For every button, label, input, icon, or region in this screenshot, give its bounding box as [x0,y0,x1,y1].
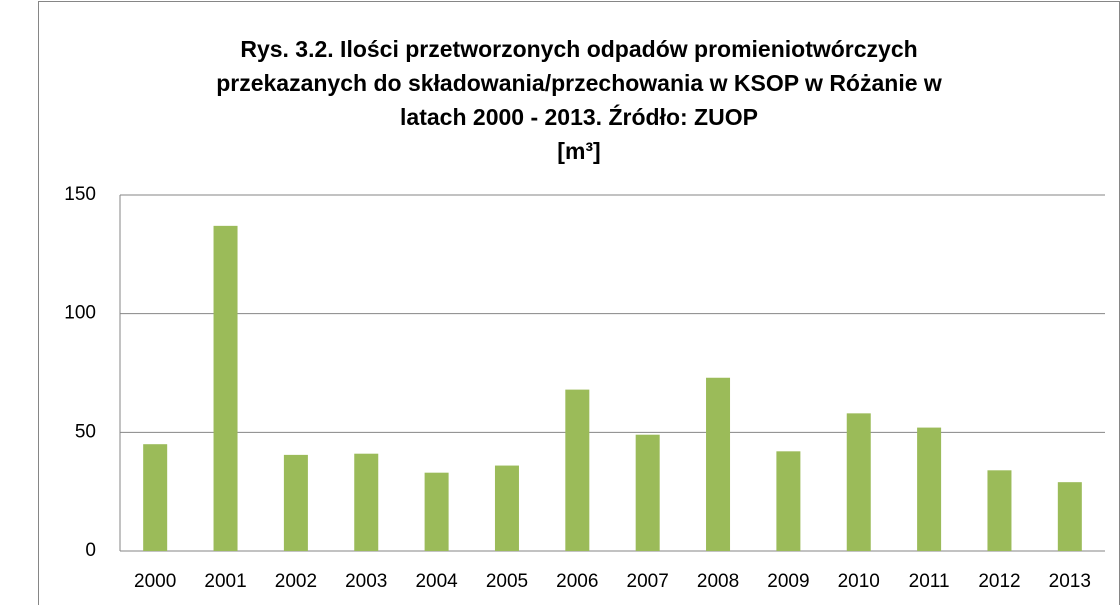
bar [706,377,731,551]
chart-title: Rys. 3.2. Ilości przetworzonych odpadów … [240,36,917,62]
chart-title: latach 2000 - 2013. Źródło: ZUOP [400,103,758,130]
bar [635,434,660,551]
chart-title: [m³] [557,138,600,164]
x-tick-label: 2004 [415,571,458,592]
bar [565,389,590,551]
bar [283,454,308,551]
x-tick-label: 2009 [767,571,809,592]
bar [987,470,1012,551]
y-tick-label: 50 [75,421,96,442]
x-tick-label: 2010 [838,571,880,592]
bar [776,451,801,551]
x-tick-label: 2011 [909,571,950,592]
x-tick-label: 2007 [627,571,669,592]
bar [213,225,238,551]
x-tick-label: 2003 [345,571,387,592]
x-tick-label: 2013 [1049,571,1091,592]
bar [1057,482,1082,551]
bar [354,453,379,551]
x-tick-label: 2012 [978,571,1020,592]
bar [494,465,519,551]
x-tick-label: 2008 [697,571,739,592]
bar [917,427,942,551]
x-tick-label: 2005 [486,571,528,592]
x-tick-label: 2000 [134,571,176,592]
y-tick-label: 100 [64,303,96,324]
x-tick-label: 2002 [275,571,317,592]
bar [424,472,449,551]
bar [143,444,168,551]
bar [846,413,871,551]
chart-title: przekazanych do składowania/przechowania… [216,70,942,96]
y-tick-label: 0 [85,540,96,561]
y-tick-label: 150 [64,184,96,205]
x-tick-label: 2001 [204,571,246,592]
x-tick-label: 2006 [556,571,598,592]
